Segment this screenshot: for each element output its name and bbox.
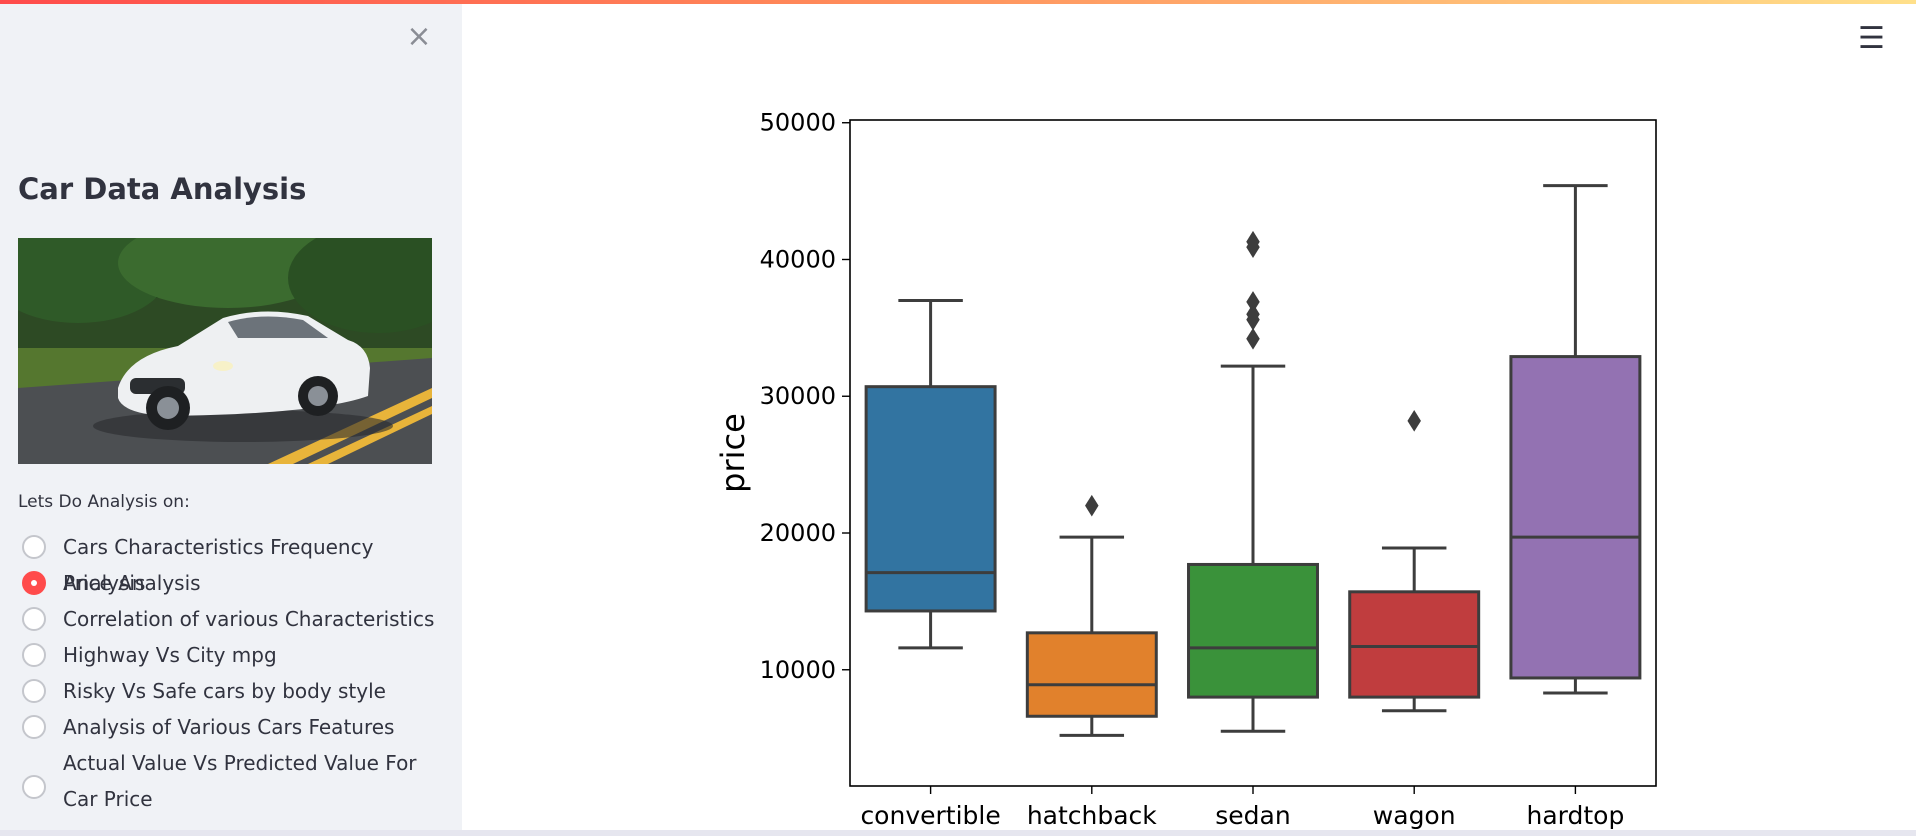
radio-circle[interactable] — [22, 775, 46, 799]
radio-option-label: Price Analysis — [63, 571, 201, 595]
y-tick-label: 20000 — [760, 519, 836, 547]
y-axis-label: price — [714, 413, 752, 493]
radio-circle[interactable] — [22, 679, 46, 703]
x-tick-label: convertible — [860, 801, 1000, 830]
y-tick-label: 40000 — [760, 245, 836, 273]
iqr-box — [1509, 355, 1642, 680]
radio-circle-selected[interactable] — [22, 571, 46, 595]
radio-circle[interactable] — [22, 535, 46, 559]
close-icon: × — [406, 19, 432, 54]
radio-option-label: Analysis of Various Cars Features — [63, 715, 395, 739]
car-image — [18, 238, 432, 464]
outlier-point — [1246, 303, 1260, 325]
iqr-box — [1187, 562, 1319, 699]
main-menu-button[interactable]: ☰ — [1858, 24, 1885, 54]
x-tick-label: wagon — [1373, 801, 1456, 830]
outlier-point — [1246, 230, 1260, 253]
iqr-box — [1025, 631, 1158, 718]
box-convertible — [864, 299, 997, 650]
radio-option-label: Cars Characteristics Frequency Analysis — [63, 535, 374, 595]
top-decoration-bar — [0, 0, 1916, 4]
box-hardtop — [1509, 184, 1642, 695]
sidebar: × Car Data Analysis Lets Do Analysis on: — [0, 4, 462, 830]
radio-circle[interactable] — [22, 643, 46, 667]
iqr-box — [1348, 590, 1481, 699]
y-tick-label: 30000 — [760, 382, 836, 410]
close-sidebar-button[interactable]: × — [404, 22, 434, 52]
price-boxplot-chart: 10000 20000 30000 40000 50000 convertible hat… — [700, 100, 1680, 834]
bottom-scroll-edge — [0, 830, 1916, 836]
outlier-point — [1407, 410, 1421, 432]
box-sedan — [1187, 230, 1319, 733]
radio-option-label: Actual Value Vs Predicted Value For Car … — [63, 751, 417, 811]
hamburger-menu-icon: ☰ — [1858, 21, 1885, 56]
box-hatchback — [1025, 494, 1158, 737]
radio-circle[interactable] — [22, 607, 46, 631]
x-tick-label: hardtop — [1526, 801, 1624, 830]
iqr-box — [864, 385, 997, 613]
box-wagon — [1348, 410, 1481, 713]
radio-circle[interactable] — [22, 715, 46, 739]
sidebar-title: Car Data Analysis — [18, 172, 307, 206]
radio-option-label: Highway Vs City mpg — [63, 643, 277, 667]
outlier-point — [1246, 291, 1260, 313]
analysis-radio-label: Lets Do Analysis on: — [18, 492, 190, 512]
x-tick-label: sedan — [1215, 801, 1290, 830]
outlier-point — [1246, 328, 1260, 350]
radio-option-label: Risky Vs Safe cars by body style — [63, 679, 386, 703]
outlier-point — [1085, 494, 1099, 517]
radio-option-label: Correlation of various Characteristics — [63, 607, 435, 631]
boxplot-svg: 10000 20000 30000 40000 50000 convertible hat… — [714, 109, 1657, 830]
main-area: ☰ — [462, 4, 1916, 830]
y-tick-label: 10000 — [760, 656, 836, 684]
x-tick-label: hatchback — [1027, 801, 1157, 830]
y-tick-label: 50000 — [760, 109, 836, 137]
